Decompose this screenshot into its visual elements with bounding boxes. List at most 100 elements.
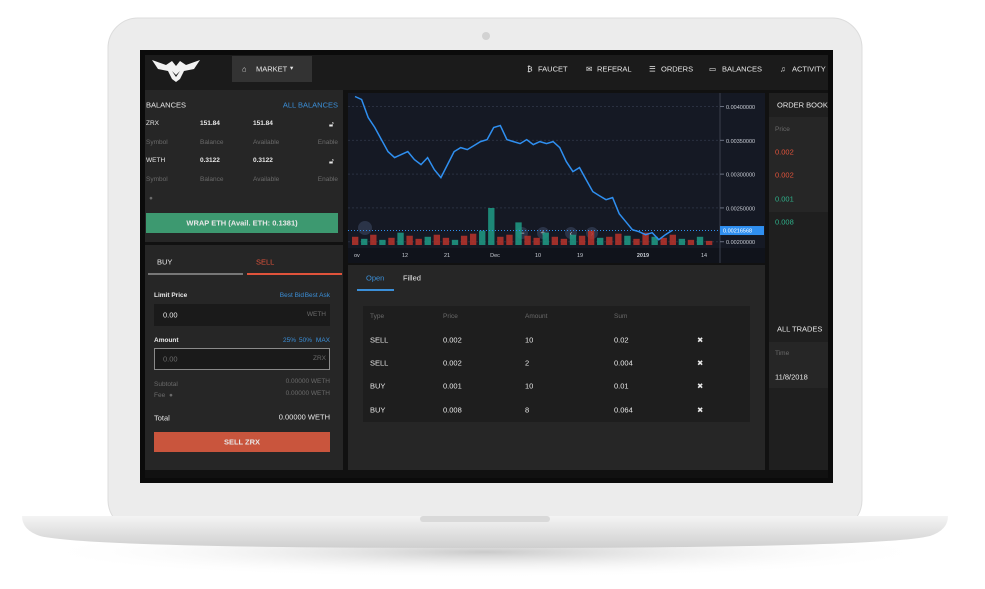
- order-book-price: 0.002: [775, 147, 794, 157]
- nav-item[interactable]: REFERAL: [597, 64, 632, 74]
- order-cell: 0.008: [443, 405, 462, 415]
- volume-bar: [560, 238, 568, 245]
- orders-table: [363, 306, 750, 422]
- order-cell: 0.004: [614, 358, 633, 368]
- order-book-title: ORDER BOOK: [777, 100, 828, 110]
- volume-bar: [606, 236, 613, 245]
- cancel-order[interactable]: ✖: [697, 405, 704, 415]
- amount-input[interactable]: [154, 348, 330, 370]
- volume-bar: [587, 230, 595, 245]
- market-label[interactable]: MARKET: [256, 64, 288, 74]
- order-book-body: [769, 117, 828, 212]
- price-chart: − + ‹ › 0.00400000 0.00350000 0.00300000 0.…: [348, 93, 765, 263]
- caret: ▾: [290, 64, 294, 72]
- wrap-button[interactable]: [146, 213, 338, 233]
- column-label: Available: [253, 138, 280, 146]
- field-label: Limit Price: [154, 291, 188, 299]
- volume-bar: [615, 233, 622, 245]
- volume-bar: [669, 234, 676, 245]
- sell-tab[interactable]: SELL: [256, 257, 275, 267]
- chart-controls: − + ‹ ›: [358, 221, 598, 239]
- shortcut[interactable]: 25%: [282, 336, 296, 344]
- column-label: Type: [370, 312, 385, 320]
- wrap-button-label[interactable]: WRAP ETH (Avail. ETH: 0.1381): [186, 218, 298, 228]
- price-input[interactable]: [154, 304, 330, 326]
- cancel-order[interactable]: ✖: [697, 335, 704, 345]
- all-balances-link[interactable]: ALL BALANCES: [282, 100, 338, 110]
- column-label: Enable: [317, 138, 338, 146]
- volume-bar: [515, 222, 522, 245]
- token-balance: 0.3122: [200, 156, 220, 164]
- nav-item[interactable]: BALANCES: [722, 64, 763, 74]
- help-icon[interactable]: ●: [169, 391, 173, 399]
- logo: [152, 60, 200, 82]
- market-button[interactable]: [232, 56, 312, 82]
- last-price-label: 0.00216568: [723, 229, 752, 235]
- shortcut[interactable]: 50%: [298, 336, 312, 344]
- order-cell: BUY: [370, 405, 386, 415]
- submit-label[interactable]: SELL ZRX: [223, 437, 261, 447]
- lock-toggle[interactable]: 🔓︎: [329, 156, 334, 166]
- column-label: Price: [775, 125, 790, 133]
- column-label: Symbol: [146, 138, 168, 146]
- volume-bar: [479, 230, 486, 245]
- submit-button[interactable]: [154, 432, 330, 452]
- fee-label: Fee: [154, 391, 166, 399]
- input-value: 0.00: [163, 310, 178, 320]
- column-label: Time: [775, 349, 790, 357]
- volume-bar: [696, 236, 704, 245]
- best-ask[interactable]: Best Ask: [304, 291, 330, 299]
- trades-body: [769, 342, 828, 388]
- chart-logo: [358, 221, 372, 235]
- x-tick-label: 21: [444, 253, 450, 259]
- all-trades-title: ALL TRADES: [777, 324, 823, 334]
- token-symbol: WETH: [146, 156, 166, 164]
- base: [22, 516, 948, 548]
- filled-tab[interactable]: Filled: [403, 273, 421, 283]
- volume-bar: [678, 238, 686, 245]
- nav-item[interactable]: ORDERS: [661, 64, 694, 74]
- volume-bar: [624, 235, 631, 245]
- volume-bar: [469, 233, 477, 245]
- tab-underline: [148, 273, 243, 275]
- token-available: 151.84: [253, 119, 273, 127]
- nav-item[interactable]: FAUCET: [538, 64, 568, 74]
- column-label: Enable: [317, 175, 338, 183]
- shortcut[interactable]: MAX: [315, 336, 330, 344]
- nav-item[interactable]: ACTIVITY: [792, 64, 826, 74]
- order-cell: 0.001: [443, 381, 462, 391]
- volume-bar: [424, 236, 431, 245]
- column-label: Price: [443, 312, 458, 320]
- cancel-order[interactable]: ✖: [697, 358, 704, 368]
- volume-bar: [705, 240, 713, 245]
- trade-time: 11/8/2018: [775, 372, 808, 382]
- volume-bar: [488, 208, 495, 245]
- input-value: 0.00: [163, 354, 178, 364]
- buy-tab[interactable]: BUY: [157, 257, 173, 267]
- help-icon[interactable]: ●: [149, 194, 153, 202]
- volume-bar: [524, 235, 531, 245]
- open-tab[interactable]: Open: [366, 273, 385, 283]
- volume-bar: [352, 236, 359, 245]
- column-label: Sum: [614, 312, 628, 320]
- volume-bar: [497, 236, 504, 245]
- x-tick-label: 14: [701, 253, 707, 259]
- x-tick-label: 19: [577, 253, 583, 259]
- total-value: 0.00000 WETH: [278, 412, 330, 422]
- order-book-price: 0.002: [775, 170, 794, 180]
- token-symbol: ZRX: [146, 119, 159, 127]
- field-label: Amount: [154, 336, 179, 344]
- order-cell: SELL: [370, 335, 389, 345]
- lock-toggle[interactable]: 🔓︎: [329, 119, 334, 129]
- best-bid[interactable]: Best Bid: [279, 291, 304, 299]
- volume-bar: [451, 239, 459, 245]
- subtotal-value: 0.00000 WETH: [285, 377, 330, 385]
- cancel-order[interactable]: ✖: [697, 381, 704, 391]
- y-tick-label: 0.00350000: [726, 139, 755, 145]
- column-label: Available: [253, 175, 280, 183]
- volume-bar: [388, 237, 395, 245]
- input-unit: WETH: [306, 310, 326, 318]
- volume-bar: [551, 236, 559, 245]
- tab-underline: [357, 289, 394, 291]
